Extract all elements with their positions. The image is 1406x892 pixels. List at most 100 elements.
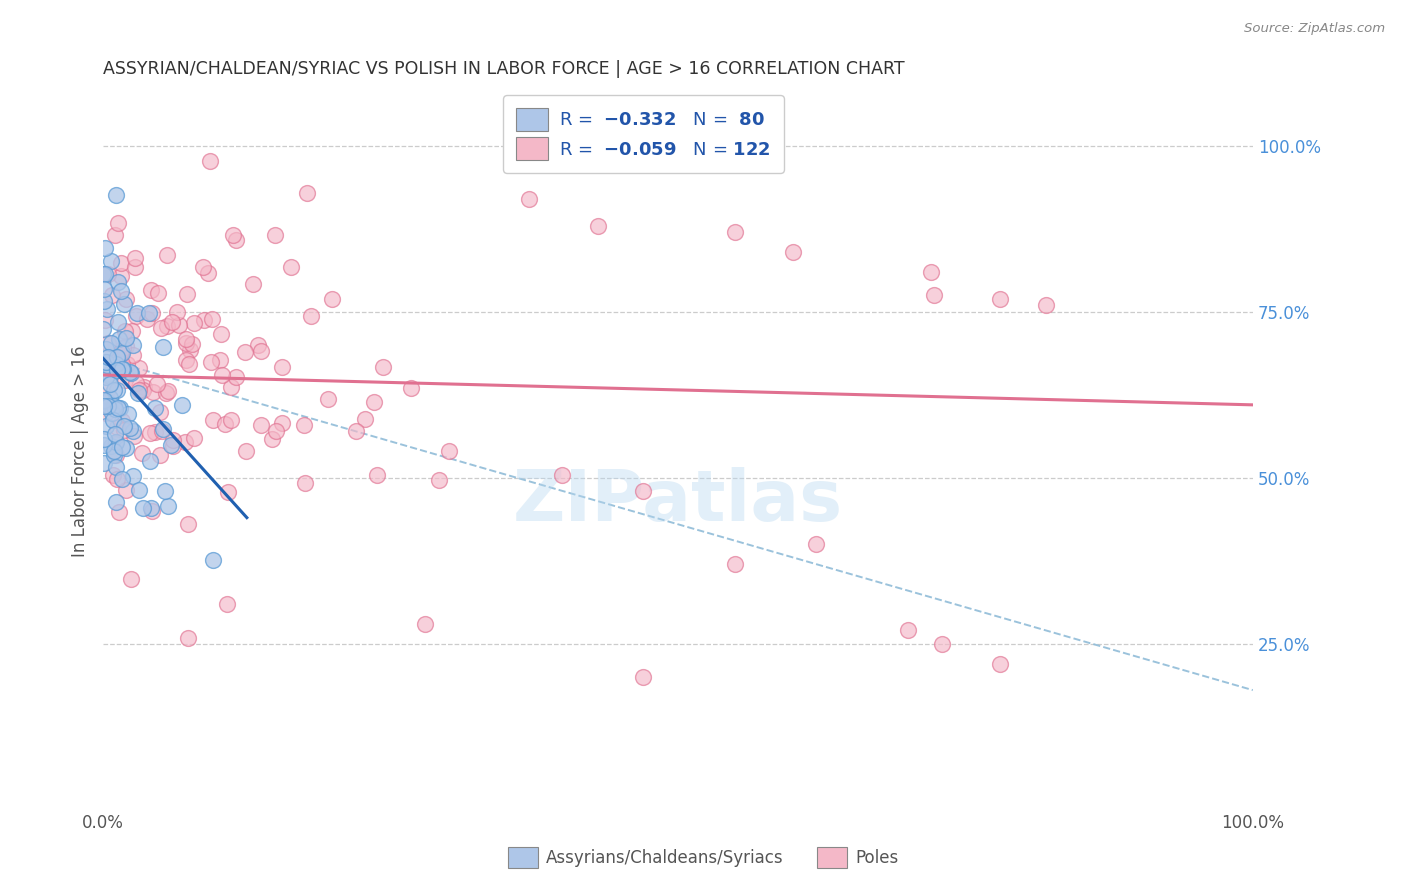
Point	[120, 366, 142, 380]
Point	[93, 438, 115, 452]
Y-axis label: In Labor Force | Age > 16: In Labor Force | Age > 16	[72, 345, 89, 557]
Point	[93, 241, 115, 255]
Point	[920, 265, 942, 279]
Point	[94, 343, 117, 357]
Point	[173, 434, 195, 449]
Point	[105, 363, 128, 377]
Point	[316, 392, 339, 406]
Point	[120, 572, 142, 586]
Point	[371, 359, 394, 374]
Point	[143, 401, 166, 416]
Point	[174, 332, 197, 346]
Point	[149, 448, 172, 462]
Point	[97, 382, 120, 396]
Point	[93, 282, 115, 296]
Point	[112, 341, 135, 355]
Point	[152, 340, 174, 354]
Point	[112, 362, 135, 376]
Point	[115, 483, 138, 497]
Point	[197, 266, 219, 280]
Point	[201, 312, 224, 326]
Point	[209, 327, 232, 342]
Point	[104, 357, 127, 371]
Point	[110, 256, 132, 270]
Point	[143, 425, 166, 439]
Point	[344, 424, 367, 438]
Point	[93, 399, 115, 413]
Point	[401, 381, 423, 395]
Point	[128, 483, 150, 497]
Point	[156, 248, 179, 262]
Point	[193, 313, 215, 327]
Point	[233, 344, 256, 359]
Point	[111, 472, 134, 486]
Point	[114, 325, 136, 339]
Point	[141, 504, 163, 518]
Point	[103, 444, 125, 458]
Point	[93, 313, 115, 327]
Point	[128, 383, 150, 397]
Point	[242, 277, 264, 292]
Point	[111, 414, 134, 428]
Point	[125, 310, 148, 324]
Point	[103, 449, 125, 463]
Point	[124, 251, 146, 265]
Point	[162, 439, 184, 453]
Point	[103, 468, 125, 483]
Point	[125, 306, 148, 320]
Point	[105, 350, 128, 364]
Point	[139, 501, 162, 516]
Point	[132, 380, 155, 394]
Point	[633, 484, 655, 499]
Point	[114, 292, 136, 306]
Point	[107, 315, 129, 329]
Point	[280, 260, 302, 274]
Point	[219, 380, 242, 394]
Point	[96, 302, 118, 317]
Point	[139, 425, 162, 440]
Point	[93, 322, 115, 336]
Point	[127, 386, 149, 401]
Text: ZIPatlas: ZIPatlas	[513, 467, 844, 536]
Point	[105, 383, 128, 397]
Point	[633, 670, 655, 684]
Point	[121, 348, 143, 362]
Point	[107, 352, 129, 367]
Point	[125, 376, 148, 390]
Point	[96, 418, 118, 433]
Point	[111, 440, 134, 454]
Point	[922, 288, 945, 302]
Point	[167, 318, 190, 333]
Point	[217, 484, 239, 499]
Point	[437, 444, 460, 458]
Point	[270, 360, 292, 375]
Point	[111, 362, 134, 376]
Point	[122, 429, 145, 443]
Point	[104, 427, 127, 442]
Point	[157, 500, 180, 514]
Point	[94, 267, 117, 281]
Point	[141, 306, 163, 320]
Point	[105, 472, 128, 486]
Point	[221, 413, 243, 427]
Point	[101, 288, 124, 302]
Point	[122, 337, 145, 351]
Point	[174, 335, 197, 350]
Point	[146, 285, 169, 300]
Point	[100, 406, 122, 420]
Point	[988, 292, 1011, 306]
Point	[97, 399, 120, 413]
Point	[110, 269, 132, 284]
Point	[264, 424, 287, 438]
Point	[110, 345, 132, 359]
Point	[117, 408, 139, 422]
Point	[105, 188, 128, 202]
Point	[295, 186, 318, 201]
Point	[111, 346, 134, 360]
Point	[96, 395, 118, 409]
Point	[179, 343, 201, 357]
Point	[586, 219, 609, 233]
Point	[104, 227, 127, 242]
Point	[782, 245, 804, 260]
Point	[931, 637, 953, 651]
